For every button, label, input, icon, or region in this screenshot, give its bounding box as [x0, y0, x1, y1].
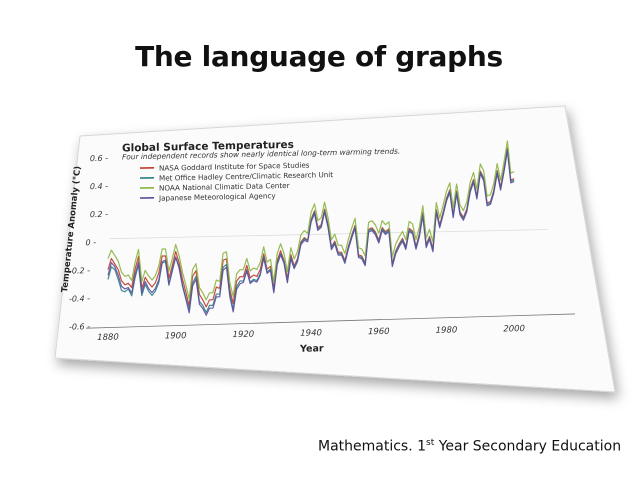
x-axis-label: Year: [299, 343, 324, 355]
y-tick-label: -0.6 -: [69, 322, 90, 331]
y-tick-label: 0.6 -: [90, 154, 108, 163]
x-tick-label: 1880: [97, 333, 119, 343]
x-tick-label: 1980: [436, 325, 458, 335]
footer-text-end: Year Secondary Education: [434, 439, 621, 455]
x-tick-label: 1920: [233, 330, 255, 340]
y-tick-label: -0.2 -: [69, 266, 90, 275]
x-tick-label: 2000: [503, 324, 525, 334]
y-tick-label: 0 -: [85, 238, 96, 247]
x-tick-label: 1960: [368, 327, 390, 337]
slide-footer: Mathematics. 1st Year Secondary Educatio…: [318, 438, 621, 455]
footer-text-start: Mathematics. 1: [318, 439, 426, 455]
y-tick-label: -0.4 -: [69, 294, 90, 303]
x-tick-label: 1940: [300, 328, 322, 338]
y-tick-label: 0.4 -: [90, 182, 108, 191]
x-tick-label: 1900: [165, 331, 187, 341]
y-tick-label: 0.2 -: [90, 210, 108, 219]
